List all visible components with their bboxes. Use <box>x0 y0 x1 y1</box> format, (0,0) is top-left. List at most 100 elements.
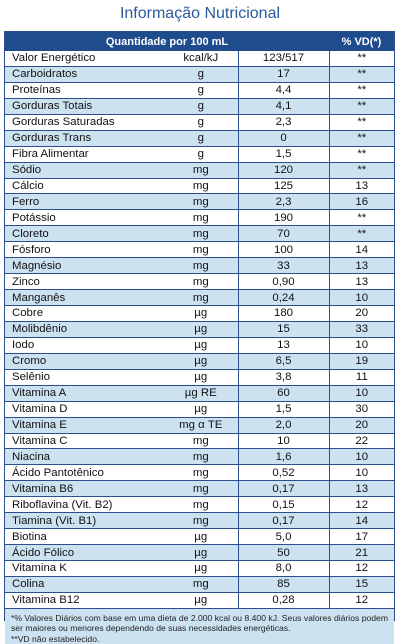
nutrient-amount: 1,6 <box>238 448 330 466</box>
nutrient-name: Potássio <box>5 209 164 227</box>
nutrient-unit: mg <box>164 289 239 306</box>
nutrient-amount: 10 <box>238 433 330 450</box>
nutrient-unit: µg <box>164 560 239 577</box>
nutrient-unit: mg <box>164 162 239 179</box>
nutrient-amount: 4,4 <box>238 82 330 99</box>
nutrient-amount: 180 <box>238 305 330 322</box>
nutrient-vd: 10 <box>329 448 394 466</box>
nutrient-name: Biotina <box>5 528 164 546</box>
nutrient-amount: 0,52 <box>238 464 330 482</box>
nutrient-vd: 14 <box>329 241 394 259</box>
nutrient-name: Vitamina C <box>5 433 164 450</box>
nutrient-name: Gorduras Saturadas <box>5 114 164 131</box>
nutrient-name: Tiamina (Vit. B1) <box>5 512 164 530</box>
nutrient-name: Riboflavina (Vit. B2) <box>5 496 164 514</box>
table-row: Cobre µg 180 20 <box>5 305 394 322</box>
table-row: Proteínas g 4,4 ** <box>5 82 394 99</box>
nutrient-amount: 125 <box>238 178 330 195</box>
nutrient-unit: µg <box>164 305 239 322</box>
nutrient-vd: 11 <box>329 369 394 386</box>
nutrient-name: Proteínas <box>5 82 164 99</box>
table-row: Cloreto mg 70 ** <box>5 225 394 243</box>
nutrient-name: Ácido Fólico <box>5 544 164 561</box>
nutrient-name: Cloreto <box>5 225 164 243</box>
nutrient-amount: 120 <box>238 162 330 179</box>
footnote-daily-values: *% Valores Diários com base em uma dieta… <box>11 612 388 634</box>
nutrient-name: Vitamina D <box>5 401 164 418</box>
nutrient-name: Selênio <box>5 369 164 386</box>
nutrient-name: Iodo <box>5 337 164 354</box>
nutrient-amount: 50 <box>238 544 330 561</box>
nutrient-vd: ** <box>329 82 394 99</box>
nutrient-unit: mg <box>164 273 239 291</box>
table-row: Ácido Pantotênico mg 0,52 10 <box>5 464 394 482</box>
nutrient-vd: ** <box>329 66 394 83</box>
table-row: Biotina µg 5,0 17 <box>5 528 394 546</box>
nutrient-name: Magnésio <box>5 257 164 275</box>
table-row: Zinco mg 0,90 13 <box>5 273 394 291</box>
nutrient-name: Gorduras Trans <box>5 130 164 147</box>
table-row: Ferro mg 2,3 16 <box>5 193 394 211</box>
nutrient-unit: mg <box>164 576 239 593</box>
nutrient-unit: mg <box>164 193 239 211</box>
nutrient-name: Colina <box>5 576 164 593</box>
nutrient-unit: kcal/kJ <box>164 51 239 67</box>
footnotes: *% Valores Diários com base em uma dieta… <box>5 608 394 644</box>
nutrient-amount: 0,17 <box>238 480 330 498</box>
header-quantity: Quantidade por 100 mL <box>5 32 329 51</box>
nutrient-name: Cálcio <box>5 178 164 195</box>
page-title: Informação Nutricional <box>119 5 281 22</box>
footnote-vd-not-established: **VD não estabelecido. <box>11 633 100 644</box>
nutrient-unit: µg <box>164 369 239 386</box>
nutrient-amount: 0,28 <box>238 592 330 609</box>
table-row: Gorduras Trans g 0 ** <box>5 130 394 147</box>
nutrient-vd: 13 <box>329 257 394 275</box>
nutrient-vd: ** <box>329 146 394 163</box>
table-row: Magnésio mg 33 13 <box>5 257 394 275</box>
nutrient-amount: 3,8 <box>238 369 330 386</box>
nutrient-name: Cobre <box>5 305 164 322</box>
nutrient-vd: 15 <box>329 576 394 593</box>
table-row: Vitamina B6 mg 0,17 13 <box>5 480 394 498</box>
nutrient-unit: µg <box>164 321 239 338</box>
nutrient-name: Niacina <box>5 448 164 466</box>
table-row: Fibra Alimentar g 1,5 ** <box>5 146 394 163</box>
nutrient-unit: mg <box>164 209 239 227</box>
nutrient-name: Vitamina E <box>5 417 164 434</box>
nutrient-vd: 12 <box>329 496 394 514</box>
nutrient-vd: 30 <box>329 401 394 418</box>
nutrient-unit: mg <box>164 480 239 498</box>
table-row: Cálcio mg 125 13 <box>5 178 394 195</box>
nutrient-vd: ** <box>329 98 394 115</box>
table-row: Colina mg 85 15 <box>5 576 394 593</box>
nutrient-unit: mg <box>164 448 239 466</box>
nutrient-amount: 15 <box>238 321 330 338</box>
nutrient-vd: 13 <box>329 273 394 291</box>
nutrient-name: Vitamina B6 <box>5 480 164 498</box>
nutrient-amount: 8,0 <box>238 560 330 577</box>
nutrient-vd: ** <box>329 114 394 131</box>
nutrient-amount: 1,5 <box>238 146 330 163</box>
nutrient-vd: ** <box>329 51 394 67</box>
table-row: Fósforo mg 100 14 <box>5 241 394 259</box>
nutrient-unit: g <box>164 130 239 147</box>
table-row: Gorduras Saturadas g 2,3 ** <box>5 114 394 131</box>
table-row: Carboidratos g 17 ** <box>5 66 394 83</box>
nutrient-unit: mg <box>164 178 239 195</box>
nutrient-vd: ** <box>329 225 394 243</box>
nutrient-vd: 19 <box>329 353 394 370</box>
table-row: Vitamina B12 µg 0,28 12 <box>5 592 394 609</box>
nutrient-amount: 0,15 <box>238 496 330 514</box>
table-row: Valor Energético kcal/kJ 123/517 ** <box>5 51 394 67</box>
nutrient-name: Molibdênio <box>5 321 164 338</box>
nutrient-name: Vitamina K <box>5 560 164 577</box>
table-row: Cromo µg 6,5 19 <box>5 353 394 370</box>
nutrient-amount: 0,24 <box>238 289 330 306</box>
nutrient-name: Ferro <box>5 193 164 211</box>
nutrient-unit: mg <box>164 257 239 275</box>
nutrient-vd: 13 <box>329 480 394 498</box>
nutrient-name: Vitamina B12 <box>5 592 164 609</box>
nutrient-unit: mg <box>164 225 239 243</box>
